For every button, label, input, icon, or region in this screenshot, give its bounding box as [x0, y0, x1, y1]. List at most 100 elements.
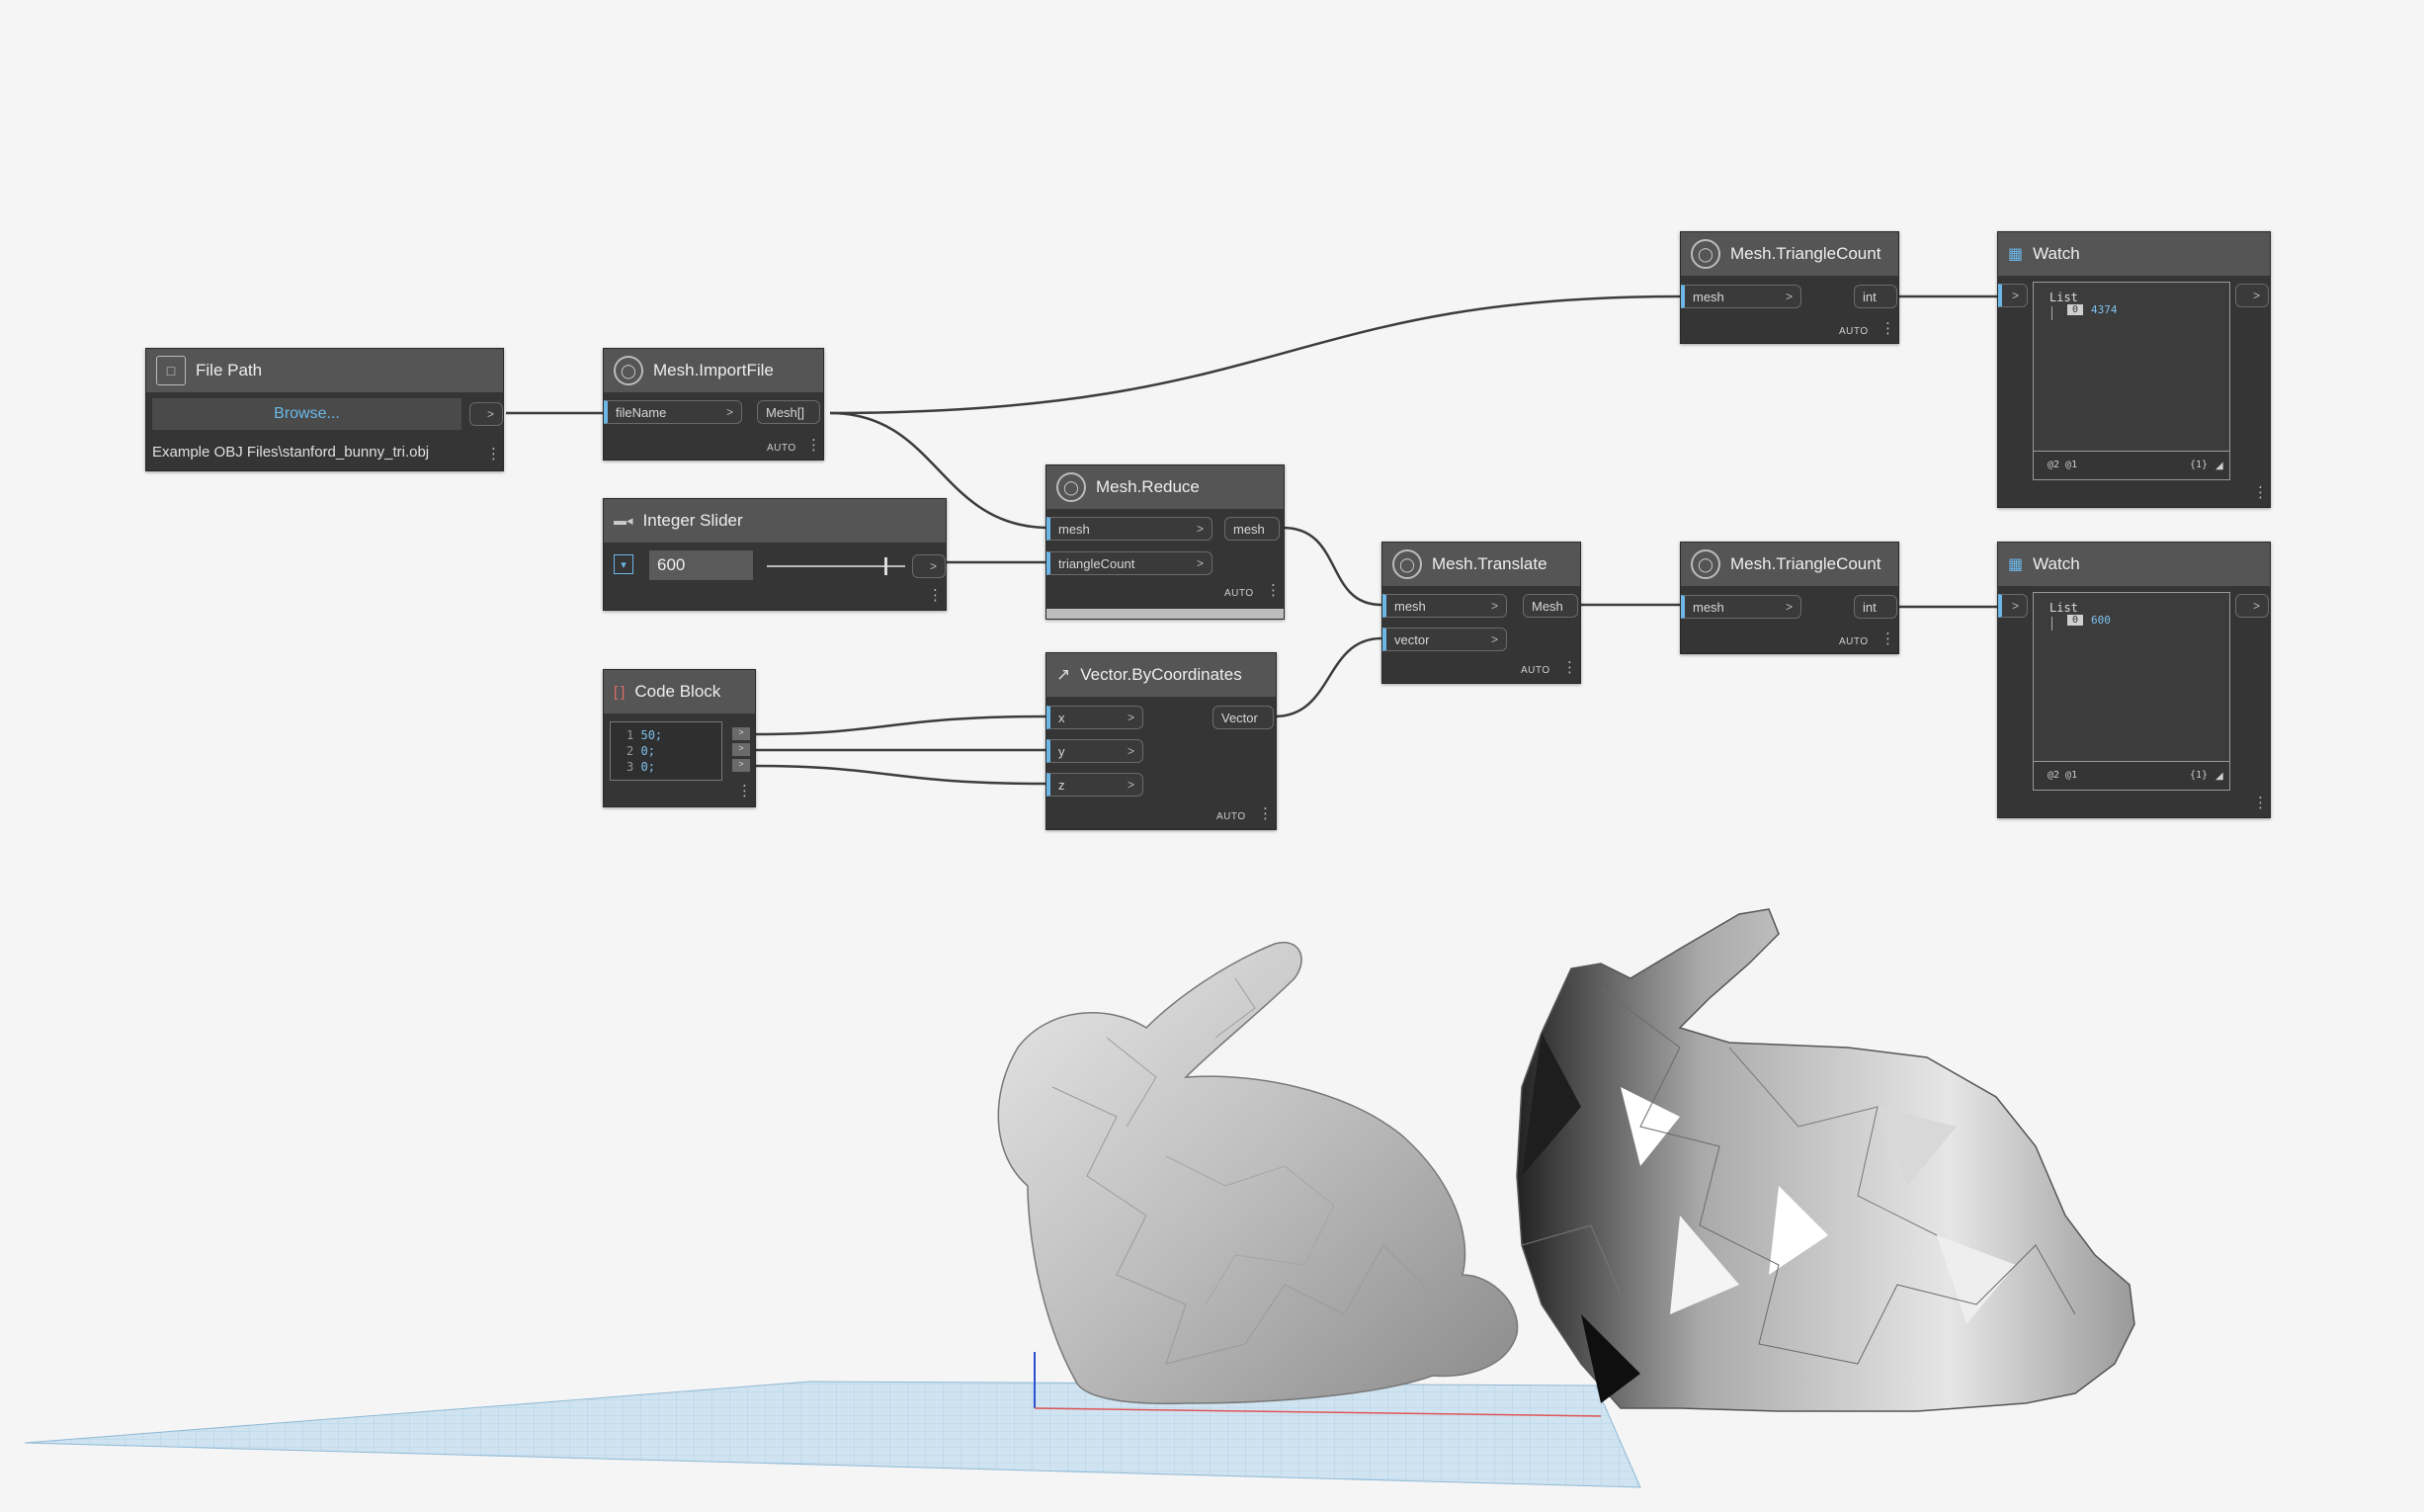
expand-toggle[interactable]: ▾	[614, 554, 633, 574]
output-port[interactable]: >	[2235, 284, 2269, 307]
output-port-int[interactable]: >	[912, 554, 946, 578]
node-title: Mesh.Reduce	[1096, 477, 1200, 496]
slider-thumb[interactable]	[884, 557, 887, 575]
node-menu-icon[interactable]: ⋮	[806, 437, 821, 454]
node-header[interactable]: ▦ Watch	[1998, 543, 2270, 586]
input-port[interactable]: >	[1998, 594, 2028, 618]
resize-grip-icon[interactable]: ◢	[2215, 771, 2223, 782]
slider-icon: ▬◂	[614, 513, 633, 528]
mesh-reduce-node[interactable]: ◯ Mesh.Reduce mesh > triangleCount > mesh …	[1045, 464, 1285, 620]
watch-count: {1}	[2190, 460, 2209, 470]
input-port-y[interactable]: y >	[1046, 739, 1143, 763]
file-path-node[interactable]: □ File Path Browse... > Example OBJ File…	[145, 348, 504, 471]
node-header[interactable]: ◯ Mesh.TriangleCount	[1681, 543, 1898, 586]
output-port-mesh-list[interactable]: Mesh[]	[757, 400, 820, 424]
node-menu-icon[interactable]: ⋮	[486, 446, 501, 462]
watch-value: 600	[2091, 614, 2111, 627]
slider-track[interactable]	[767, 565, 905, 567]
lacing-label: AUTO	[1521, 665, 1550, 676]
node-title: Vector.ByCoordinates	[1080, 665, 1242, 684]
input-port-vector[interactable]: vector >	[1382, 628, 1507, 651]
node-header[interactable]: ▬◂ Integer Slider	[604, 499, 946, 543]
node-header[interactable]: [ ] Code Block	[604, 670, 755, 714]
vector-icon: ↗	[1056, 665, 1071, 684]
node-menu-icon[interactable]: ⋮	[1562, 659, 1577, 676]
node-menu-icon[interactable]: ⋮	[1881, 630, 1895, 647]
output-port-line-3[interactable]: >	[732, 759, 750, 772]
node-header[interactable]: ◯ Mesh.TriangleCount	[1681, 232, 1898, 276]
mesh-triangle-count-node-top[interactable]: ◯ Mesh.TriangleCount mesh > int AUTO ⋮	[1680, 231, 1899, 344]
watch-node-top[interactable]: ▦ Watch > > List 0 4374 @2 @1 {1} ◢ ⋮	[1997, 231, 2271, 508]
wire-reduce-translate	[1282, 526, 1382, 607]
node-header[interactable]: □ File Path	[146, 349, 503, 392]
code-block-node[interactable]: [ ] Code Block 1 50; 2 0; 3 0; > > > ⋮	[603, 669, 756, 807]
node-menu-icon[interactable]: ⋮	[2253, 795, 2268, 811]
watch-icon: ▦	[2008, 556, 2024, 573]
node-menu-icon[interactable]: ⋮	[737, 783, 752, 799]
node-header[interactable]: ◯ Mesh.ImportFile	[604, 349, 823, 392]
input-port-mesh[interactable]: mesh >	[1046, 517, 1212, 541]
watch-index-badge: 0	[2067, 615, 2084, 626]
input-port-mesh[interactable]: mesh >	[1382, 594, 1507, 618]
wire-code1-vector-x	[753, 714, 1046, 736]
node-title: Watch	[2033, 554, 2080, 573]
node-header[interactable]: ▦ Watch	[1998, 232, 2270, 276]
input-port[interactable]: >	[1998, 284, 2028, 307]
output-port-line-2[interactable]: >	[732, 743, 750, 756]
resize-grip-icon[interactable]: ◢	[2215, 461, 2223, 471]
output-port-mesh[interactable]: mesh	[1224, 517, 1280, 541]
node-title: Code Block	[634, 682, 721, 701]
input-port-triangle-count[interactable]: triangleCount >	[1046, 551, 1212, 575]
node-header[interactable]: ↗ Vector.ByCoordinates	[1046, 653, 1276, 697]
input-port-z[interactable]: z >	[1046, 773, 1143, 797]
node-title: Watch	[2033, 244, 2080, 263]
input-port-x[interactable]: x >	[1046, 706, 1143, 729]
watch-footer: @2 @1 {1} ◢	[2033, 452, 2230, 480]
watch-display[interactable]: List 0 4374	[2033, 282, 2230, 452]
watch-levels: @2 @1	[2048, 770, 2078, 781]
output-port-line-1[interactable]: >	[732, 727, 750, 740]
mesh-translate-node[interactable]: ◯ Mesh.Translate mesh > vector > Mesh AUTO…	[1381, 542, 1581, 684]
code-editor[interactable]: 1 50; 2 0; 3 0;	[610, 721, 722, 781]
node-menu-icon[interactable]: ⋮	[928, 587, 943, 604]
vector-by-coordinates-node[interactable]: ↗ Vector.ByCoordinates x > y > z > Vector A…	[1045, 652, 1277, 830]
file-icon: □	[156, 356, 186, 385]
node-menu-icon[interactable]: ⋮	[1881, 320, 1895, 337]
node-menu-icon[interactable]: ⋮	[2253, 484, 2268, 501]
node-title: Mesh.Translate	[1432, 554, 1547, 573]
mesh-import-file-node[interactable]: ◯ Mesh.ImportFile fileName > Mesh[] AUTO …	[603, 348, 824, 461]
mesh-triangle-count-node-bottom[interactable]: ◯ Mesh.TriangleCount mesh > int AUTO ⋮	[1680, 542, 1899, 654]
tree-line	[2051, 617, 2052, 630]
browse-button[interactable]: Browse...	[152, 398, 461, 430]
output-port-int[interactable]: int	[1854, 595, 1897, 619]
node-menu-icon[interactable]: ⋮	[1258, 805, 1273, 822]
output-port[interactable]: >	[2235, 594, 2269, 618]
slider-value-input[interactable]: 600	[649, 550, 753, 580]
output-port-vector[interactable]: Vector	[1212, 706, 1274, 729]
watch-levels: @2 @1	[2048, 460, 2078, 470]
watch-node-bottom[interactable]: ▦ Watch > > List 0 600 @2 @1 {1} ◢ ⋮	[1997, 542, 2271, 818]
watch-list-label: List	[2049, 601, 2078, 615]
node-header[interactable]: ◯ Mesh.Translate	[1382, 543, 1580, 586]
node-header[interactable]: ◯ Mesh.Reduce	[1046, 465, 1284, 509]
input-port-mesh[interactable]: mesh >	[1681, 595, 1801, 619]
code-line: 3 0;	[627, 760, 655, 774]
input-port-filename[interactable]: fileName >	[604, 400, 742, 424]
output-port-int[interactable]: int	[1854, 285, 1897, 308]
watch-index-badge: 0	[2067, 304, 2084, 315]
file-path-value: Example OBJ Files\stanford_bunny_tri.obj	[152, 444, 430, 461]
lacing-label: AUTO	[1216, 811, 1246, 822]
integer-slider-node[interactable]: ▬◂ Integer Slider ▾ 600 > ⋮	[603, 498, 947, 611]
output-port-mesh[interactable]: Mesh	[1523, 594, 1578, 618]
output-port-file[interactable]: >	[469, 402, 503, 426]
watch-list-label: List	[2049, 291, 2078, 304]
node-title: File Path	[196, 361, 263, 379]
lacing-label: AUTO	[1224, 588, 1254, 599]
dynamo-node-icon: ◯	[1056, 472, 1086, 502]
node-menu-icon[interactable]: ⋮	[1266, 582, 1281, 599]
input-port-mesh[interactable]: mesh >	[1681, 285, 1801, 308]
dynamo-node-icon: ◯	[1392, 549, 1422, 579]
watch-display[interactable]: List 0 600	[2033, 592, 2230, 762]
preview-bar	[1046, 609, 1284, 619]
